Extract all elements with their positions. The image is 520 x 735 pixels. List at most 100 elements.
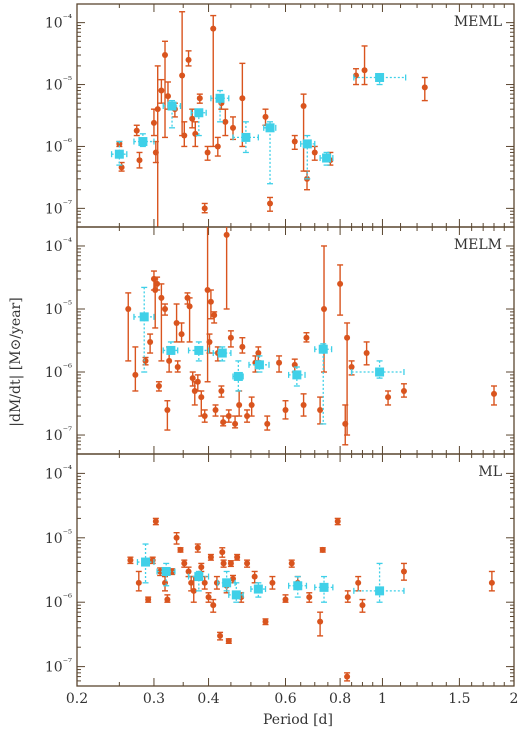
- point-marker: [217, 632, 224, 639]
- binned-marker: [253, 584, 263, 594]
- point-marker: [205, 594, 212, 601]
- individual-point: [185, 50, 192, 67]
- individual-point: [232, 415, 239, 429]
- data-layer: [127, 517, 495, 682]
- binned-marker: [194, 108, 204, 118]
- individual-point: [154, 65, 161, 227]
- point-marker: [355, 579, 362, 586]
- individual-point: [142, 356, 149, 366]
- individual-point: [133, 124, 140, 137]
- individual-point: [264, 415, 271, 431]
- individual-point: [218, 385, 225, 398]
- point-marker: [177, 546, 184, 553]
- point-marker: [219, 549, 226, 556]
- point-marker: [179, 72, 186, 79]
- binned-point: [350, 360, 405, 379]
- individual-point: [317, 611, 324, 637]
- y-tick-label: 10⁻⁷: [45, 199, 72, 217]
- point-marker: [361, 67, 368, 74]
- individual-point: [210, 14, 217, 148]
- x-tick-label: 0.4: [197, 691, 219, 707]
- point-marker: [262, 113, 269, 120]
- point-marker: [385, 394, 392, 401]
- individual-point: [125, 292, 132, 362]
- binned-marker: [375, 72, 385, 82]
- individual-point: [363, 341, 370, 366]
- individual-point: [220, 415, 227, 427]
- point-marker: [363, 350, 370, 357]
- individual-point: [205, 592, 212, 603]
- point-marker: [421, 84, 428, 91]
- individual-point: [236, 390, 243, 417]
- individual-point: [136, 151, 143, 169]
- individual-point: [227, 330, 234, 348]
- binned-marker: [375, 586, 385, 596]
- y-tick-label: 10⁻⁷: [45, 658, 72, 676]
- point-marker: [136, 157, 143, 164]
- point-marker: [154, 106, 161, 113]
- point-marker: [164, 596, 171, 603]
- point-marker: [400, 387, 407, 394]
- individual-point: [190, 575, 197, 603]
- individual-point: [311, 145, 318, 161]
- individual-point: [147, 333, 154, 354]
- x-tick-label: 0.2: [66, 691, 88, 707]
- individual-point: [355, 575, 362, 592]
- binned-marker: [222, 578, 232, 588]
- point-marker: [185, 568, 192, 575]
- binned-point: [110, 140, 128, 166]
- individual-point: [135, 570, 142, 592]
- binned-point: [210, 89, 230, 123]
- point-marker: [488, 579, 495, 586]
- point-marker: [359, 602, 366, 609]
- binned-point: [162, 99, 182, 129]
- individual-point: [400, 383, 407, 398]
- individual-point: [244, 559, 251, 568]
- individual-point: [196, 93, 203, 104]
- individual-point: [282, 594, 289, 603]
- point-marker: [321, 305, 328, 312]
- point-marker: [127, 557, 134, 564]
- point-marker: [158, 87, 165, 94]
- binned-marker: [167, 101, 177, 111]
- point-marker: [232, 420, 239, 427]
- x-tick-label: 2: [510, 691, 519, 707]
- binned-marker: [302, 139, 312, 149]
- individual-point: [132, 346, 139, 392]
- individual-point: [152, 517, 159, 526]
- binned-marker: [254, 360, 264, 370]
- point-marker: [225, 413, 232, 420]
- point-marker: [255, 350, 262, 357]
- point-marker: [236, 401, 243, 408]
- individual-point: [234, 553, 241, 561]
- y-tick-label: 10⁻⁴: [45, 14, 72, 32]
- binned-point: [319, 151, 334, 166]
- binned-marker: [265, 123, 275, 133]
- point-marker: [234, 554, 241, 561]
- panel-frame: [76, 3, 515, 228]
- point-marker: [244, 413, 251, 420]
- point-marker: [185, 56, 192, 63]
- individual-point: [173, 303, 180, 343]
- point-marker: [152, 518, 159, 525]
- individual-point: [145, 596, 152, 603]
- y-tick-label: 10⁻⁵: [45, 529, 72, 547]
- individual-point: [194, 543, 201, 553]
- point-marker: [145, 596, 152, 603]
- individual-point: [337, 264, 344, 316]
- point-marker: [334, 518, 341, 525]
- individual-point: [291, 358, 298, 373]
- binned-marker: [139, 312, 149, 322]
- point-marker: [230, 124, 237, 131]
- binned-marker: [217, 348, 227, 358]
- individual-point: [300, 393, 307, 417]
- point-marker: [291, 138, 298, 145]
- panel-frame: [76, 226, 515, 455]
- binned-point: [248, 355, 270, 373]
- individual-point: [192, 121, 199, 148]
- binned-point: [162, 341, 179, 355]
- point-marker: [267, 200, 274, 207]
- point-marker: [211, 312, 218, 319]
- point-marker: [166, 357, 173, 364]
- point-marker: [288, 560, 295, 567]
